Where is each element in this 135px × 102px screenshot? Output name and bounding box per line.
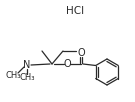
Text: CH₃: CH₃	[19, 74, 35, 83]
Text: CH₃: CH₃	[5, 72, 21, 80]
Text: HCl: HCl	[66, 6, 84, 16]
Text: O: O	[63, 59, 71, 69]
Text: O: O	[77, 48, 85, 58]
Text: N: N	[23, 60, 31, 70]
